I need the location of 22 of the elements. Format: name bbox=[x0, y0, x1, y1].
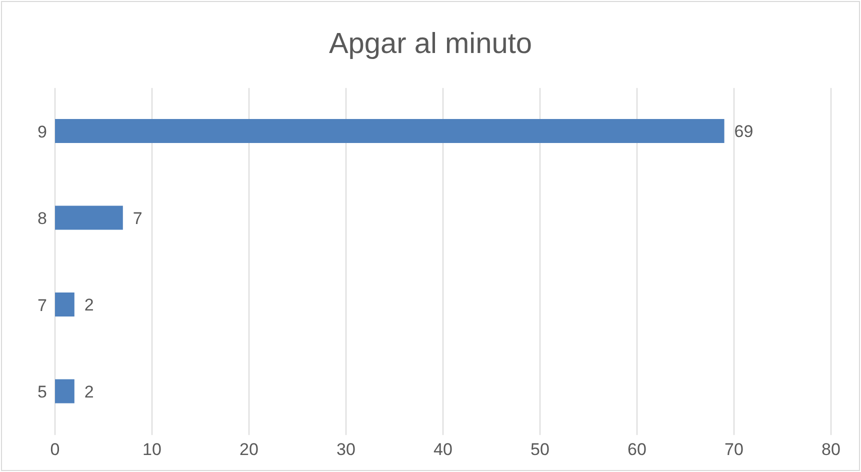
data-label: 7 bbox=[132, 208, 142, 228]
data-label: 2 bbox=[84, 382, 94, 402]
x-tick-label: 30 bbox=[336, 440, 356, 460]
data-label: 69 bbox=[734, 122, 754, 142]
x-tick-label: 80 bbox=[822, 440, 840, 460]
bar bbox=[55, 292, 74, 316]
bar bbox=[55, 206, 123, 230]
x-tick-label: 50 bbox=[530, 440, 550, 460]
chart-title: Apgar al minuto bbox=[328, 28, 534, 61]
y-tick-label: 7 bbox=[38, 296, 47, 315]
y-tick-label: 8 bbox=[38, 209, 47, 228]
x-tick-label: 10 bbox=[142, 440, 162, 460]
x-tick-label: 60 bbox=[628, 440, 646, 460]
x-tick-label: 40 bbox=[434, 440, 452, 460]
x-tick-label: 70 bbox=[724, 440, 744, 460]
y-tick-label: 5 bbox=[38, 382, 47, 402]
x-tick-label: 0 bbox=[50, 440, 60, 460]
bar bbox=[55, 119, 724, 143]
bar bbox=[55, 379, 74, 404]
x-tick-label: 20 bbox=[240, 440, 258, 460]
y-tick-label: 9 bbox=[38, 122, 47, 142]
data-label: 2 bbox=[84, 296, 94, 315]
